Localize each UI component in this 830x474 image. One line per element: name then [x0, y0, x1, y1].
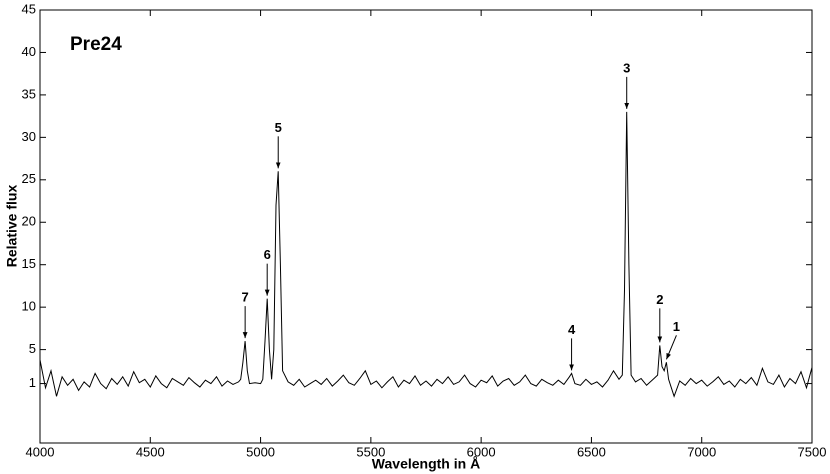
- x-tick-label: 5500: [356, 444, 385, 459]
- x-axis-label: Wavelength in Å: [372, 456, 480, 472]
- spectrum-line: [39, 111, 813, 398]
- x-tick-label: 7000: [687, 444, 716, 459]
- x-tick-label: 6000: [467, 444, 496, 459]
- annotation-arrow: [665, 335, 677, 360]
- y-tick-label: 25: [22, 171, 36, 186]
- annotation-label: 1: [673, 319, 680, 334]
- annotation-label: 7: [242, 290, 249, 305]
- annotation-label: 6: [264, 247, 271, 262]
- annotation-label: 5: [275, 120, 282, 135]
- chart-title: Pre24: [70, 34, 122, 55]
- plot-frame: [39, 9, 813, 444]
- y-tick-label: 1: [29, 375, 36, 390]
- x-tick-label: 7500: [798, 444, 827, 459]
- y-axis-label: Relative flux: [4, 185, 20, 268]
- x-tick-label: 4500: [136, 444, 165, 459]
- annotation-label: 4: [568, 322, 576, 337]
- y-tick-label: 15: [22, 256, 36, 271]
- y-tick-label: 45: [22, 1, 36, 16]
- x-tick-label: 6500: [577, 444, 606, 459]
- y-tick-label: 40: [22, 44, 36, 59]
- x-tick-label: 4000: [26, 444, 55, 459]
- annotation-label: 3: [623, 60, 630, 75]
- y-tick-label: 5: [29, 341, 36, 356]
- y-tick-label: 10: [22, 299, 36, 314]
- y-tick-label: 30: [22, 129, 36, 144]
- y-tick-label: 35: [22, 86, 36, 101]
- annotation-label: 2: [656, 292, 663, 307]
- x-tick-label: 5000: [246, 444, 275, 459]
- y-tick-label: 20: [22, 214, 36, 229]
